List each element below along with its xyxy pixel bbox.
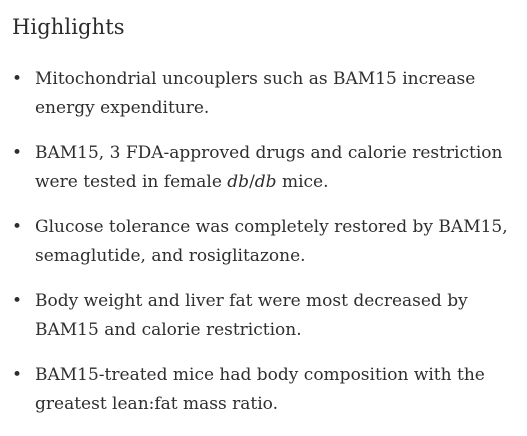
highlight-text-end: mice. [276,171,329,192]
section-heading: Highlights [12,15,125,39]
highlight-item: • Glucose tolerance was completely resto… [12,213,527,270]
highlight-text-start: BAM15, 3 FDA-approved drugs and calorie … [35,143,503,192]
bullet-icon: • [12,69,23,89]
mouse-strain-italic: db [227,171,250,192]
highlight-text: Glucose tolerance was completely restore… [35,217,508,266]
highlight-text: BAM15-treated mice had body composition … [35,365,485,414]
mouse-strain-italic: db [254,171,277,192]
bullet-icon: • [12,365,23,385]
bullet-icon: • [12,217,23,237]
highlights-list: • Mitochondrial uncouplers such as BAM15… [12,65,527,418]
highlight-item: • Mitochondrial uncouplers such as BAM15… [12,65,527,122]
highlight-text: Mitochondrial uncouplers such as BAM15 i… [35,69,476,118]
bullet-icon: • [12,143,23,163]
highlight-item: • BAM15-treated mice had body compositio… [12,361,527,418]
highlight-text: Body weight and liver fat were most decr… [35,291,468,340]
strain-slash: / [249,171,255,192]
highlight-item: • BAM15, 3 FDA-approved drugs and calori… [12,139,527,196]
highlight-text: BAM15, 3 FDA-approved drugs and calorie … [35,143,502,192]
bullet-icon: • [12,291,23,311]
highlight-item: • Body weight and liver fat were most de… [12,287,527,344]
